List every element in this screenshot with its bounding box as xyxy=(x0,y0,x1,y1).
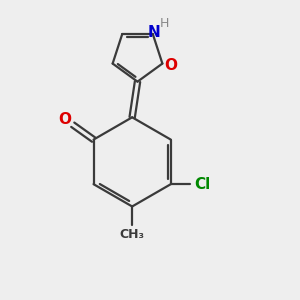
Text: O: O xyxy=(164,58,177,73)
Text: O: O xyxy=(58,112,71,127)
Text: N: N xyxy=(148,25,161,40)
Text: H: H xyxy=(160,16,169,29)
Text: CH₃: CH₃ xyxy=(120,228,145,241)
Text: Cl: Cl xyxy=(194,177,210,192)
